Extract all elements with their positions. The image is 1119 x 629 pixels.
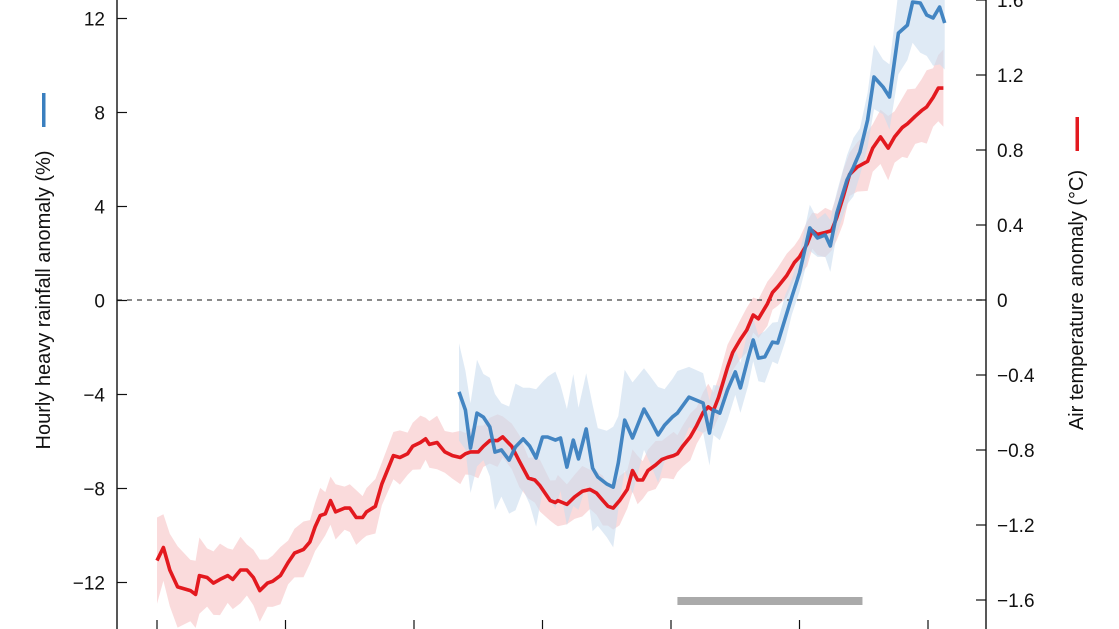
rainfall-points: [458, 1, 945, 488]
left-tick-label: 12: [84, 10, 105, 31]
left-tick-label: 8: [94, 104, 105, 125]
left-tick-label: −4: [83, 386, 105, 407]
right-tick-label: −0.8: [997, 441, 1035, 462]
left-tick-label: 0: [94, 292, 105, 313]
left-axis-title: Hourly heavy rainfall anomaly (%): [33, 150, 55, 449]
temperature-legend-marker: [1075, 117, 1079, 151]
period-bar: [677, 597, 863, 605]
right-tick-label: 0.4: [997, 216, 1024, 237]
left-tick-label: −12: [73, 574, 105, 595]
uncertainty-bands: [157, 0, 945, 628]
left-tick-label: 4: [94, 198, 105, 219]
rainfall-uncertainty-band: [459, 0, 945, 548]
right-tick-label: 0: [997, 291, 1008, 312]
left-tick-label: −8: [83, 480, 105, 501]
axes: [116, 0, 987, 629]
right-tick-label: −0.4: [997, 366, 1035, 387]
right-tick-label: 1.6: [997, 0, 1023, 12]
right-tick-label: −1.6: [997, 591, 1035, 612]
right-tick-label: −1.2: [997, 516, 1035, 537]
right-axis-title: Air temperature anomaly (°C): [1066, 170, 1088, 430]
right-tick-label: 0.8: [997, 141, 1023, 162]
right-y-axis-ticks: 1.6 1.2 0.8 0.4 0 −0.4 −0.8 −1.2 −1.6: [976, 0, 1035, 612]
x-axis-ticks: [156, 620, 929, 629]
right-tick-label: 1.2: [997, 66, 1023, 87]
temperature-uncertainty-band: [157, 49, 944, 628]
rainfall-legend-marker: [42, 93, 46, 127]
left-y-axis-ticks: 12 8 4 0 −4 −8 −12: [73, 10, 127, 595]
series-lines: [155, 0, 947, 597]
